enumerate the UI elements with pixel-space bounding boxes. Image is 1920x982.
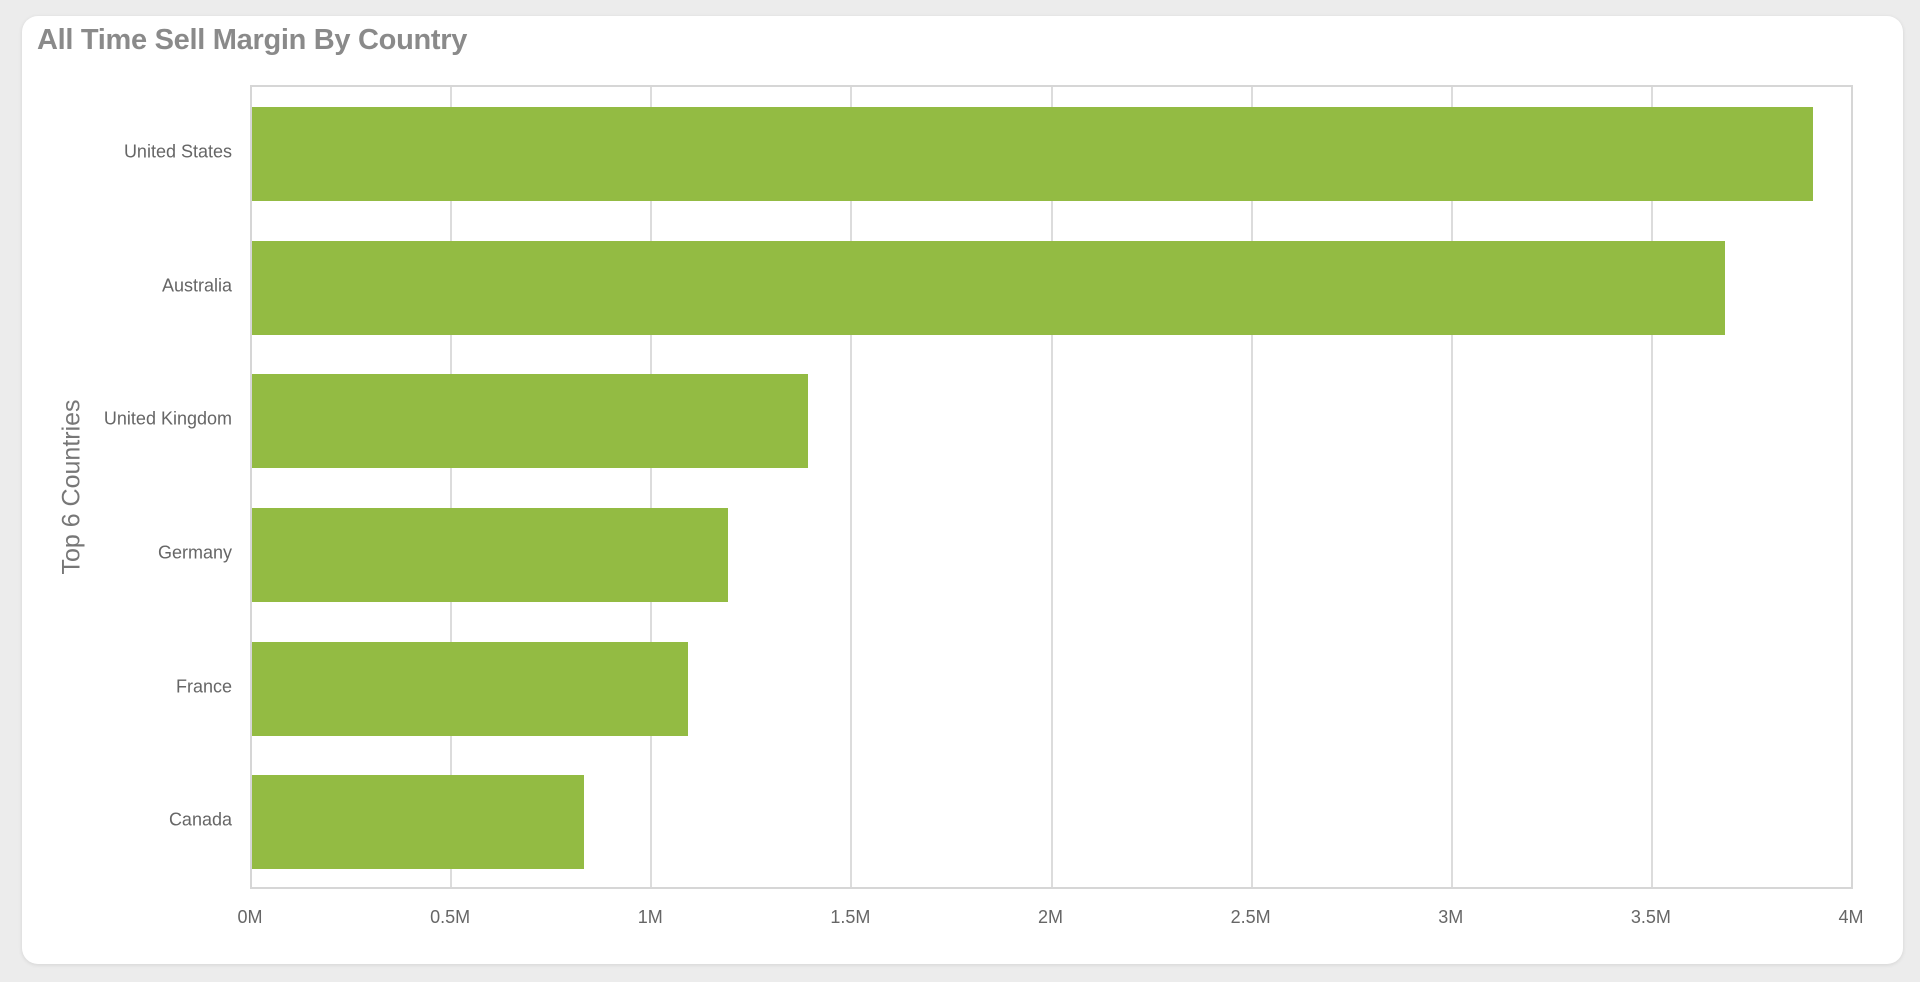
y-category-label: Australia [161,275,232,295]
y-category-label: Germany [157,542,232,563]
plot-area [250,85,1853,889]
x-tick-label: 2M [1037,907,1064,927]
x-tick-label: 4M [1838,907,1864,927]
bar-france[interactable] [252,641,689,736]
x-tick-label: 3M [1438,907,1464,927]
y-category-label: United States [123,141,232,162]
x-tick-label: 0.5M [430,907,471,927]
gridline [1650,87,1653,887]
bar-united-kingdom[interactable] [252,374,809,469]
x-tick-label: 3.5M [1630,907,1671,927]
x-tick-label: 1.5M [830,907,871,927]
bar-canada[interactable] [252,775,585,870]
gridline [650,87,653,887]
x-tick-label: 0M [237,907,263,927]
chart-title: All Time Sell Margin By Country [37,24,468,56]
bar-germany[interactable] [252,507,729,602]
gridline [1050,87,1053,887]
bar-australia[interactable] [252,240,1725,335]
bar-united-states[interactable] [252,106,1813,201]
y-category-label: France [175,676,232,696]
x-tick-label: 1M [637,907,663,927]
x-tick-label: 2.5M [1230,907,1271,927]
gridline [1250,87,1253,887]
y-category-label: United Kingdom [103,408,232,429]
gridline [1450,87,1453,887]
gridline [450,87,453,887]
gridline [850,87,853,887]
y-axis-title: Top 6 Countries [57,399,86,575]
y-category-label: Canada [168,809,232,830]
